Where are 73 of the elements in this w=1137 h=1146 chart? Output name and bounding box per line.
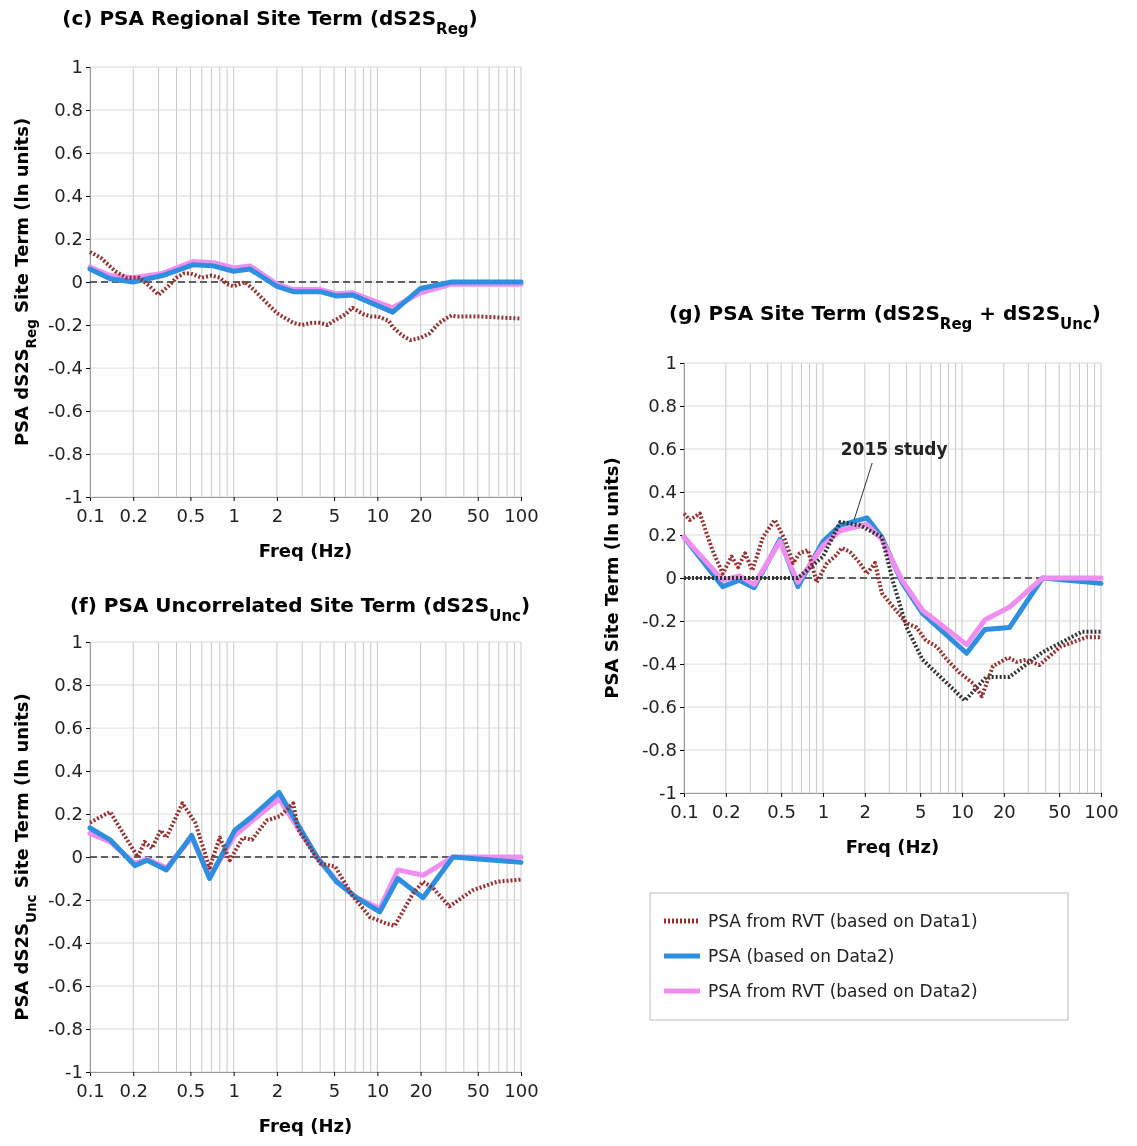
y-axis-title: PSA Site Term (ln units) <box>601 457 622 699</box>
x-tick-label: 0.1 <box>670 801 699 822</box>
y-tick-label: -0.8 <box>47 1018 83 1040</box>
chart-title: (c) PSA Regional Site Term (dS2S$_{Reg}$) <box>62 6 478 38</box>
x-tick-label: 2 <box>859 801 872 822</box>
y-tick-label: 0.6 <box>54 142 83 164</box>
y-tick-label: 0.4 <box>648 481 677 503</box>
x-tick-label: 5 <box>914 801 927 822</box>
y-tick-label: -1 <box>65 1061 83 1083</box>
y-tick-label: -0.8 <box>641 739 677 761</box>
y-tick-label: 1 <box>71 56 83 78</box>
y-tick-label: -0.2 <box>47 314 83 336</box>
x-tick-label: 0.1 <box>76 1080 105 1101</box>
y-tick-label: 0.8 <box>648 395 677 417</box>
legend-label: PSA (based on Data2) <box>708 946 895 966</box>
y-tick-label: 0.2 <box>648 524 677 546</box>
x-tick-label: 20 <box>992 801 1016 822</box>
x-tick-label: 10 <box>366 1080 390 1101</box>
y-tick-label: -0.6 <box>47 975 83 997</box>
x-tick-label: 1 <box>228 505 240 526</box>
x-tick-label: 100 <box>504 505 539 526</box>
y-tick-label: 0.6 <box>54 717 83 739</box>
x-tick-label: 50 <box>466 1080 490 1101</box>
y-tick-label: -0.4 <box>641 653 677 675</box>
x-tick-label: 0.1 <box>76 505 105 526</box>
y-tick-label: 0.4 <box>54 760 83 782</box>
x-tick-label: 10 <box>366 505 390 526</box>
x-tick-label: 5 <box>328 1080 341 1101</box>
text: 2015 study <box>840 439 948 459</box>
x-tick-label: 20 <box>409 505 433 526</box>
x-tick-label: 0.5 <box>176 505 206 526</box>
legend-label: PSA from RVT (based on Data2) <box>708 981 978 1001</box>
y-tick-label: -1 <box>65 486 83 508</box>
x-tick-label: 0.5 <box>176 1080 206 1101</box>
x-tick-label: 1 <box>228 1080 240 1101</box>
y-tick-label: 0.2 <box>54 228 83 250</box>
x-tick-label: 0.2 <box>119 505 149 526</box>
x-tick-label: 50 <box>1048 801 1072 822</box>
y-tick-label: -0.2 <box>641 610 677 632</box>
y-tick-label: -1 <box>659 782 677 804</box>
x-tick-label: 2 <box>271 1080 284 1101</box>
x-tick-label: 50 <box>466 505 490 526</box>
y-tick-label: 1 <box>71 631 83 653</box>
x-tick-label: 10 <box>951 801 974 822</box>
y-tick-label: -0.2 <box>47 889 83 911</box>
chart-title: (g) PSA Site Term (dS2S$_{Reg}$ + dS2S$_{Unc}$) <box>669 301 1101 333</box>
x-tick-label: 2 <box>271 505 284 526</box>
x-tick-label: 100 <box>1084 801 1119 822</box>
x-tick-label: 0.5 <box>767 801 796 822</box>
y-tick-label: -0.8 <box>47 443 83 465</box>
x-axis-title: Freq (Hz) <box>845 836 940 857</box>
x-tick-label: 0.2 <box>119 1080 149 1101</box>
y-tick-label: -0.6 <box>47 400 83 422</box>
y-tick-label: -0.4 <box>47 932 83 954</box>
x-axis-title: Freq (Hz) <box>258 1115 353 1136</box>
y-tick-label: -0.4 <box>47 357 83 379</box>
y-tick-label: 0.6 <box>648 438 677 460</box>
x-tick-label: 20 <box>409 1080 433 1101</box>
y-tick-label: 0 <box>71 846 83 868</box>
x-axis-title: Freq (Hz) <box>258 540 353 561</box>
y-tick-label: 0.4 <box>54 185 83 207</box>
y-tick-label: 0.8 <box>54 99 83 121</box>
y-tick-label: 1 <box>665 352 677 374</box>
x-tick-label: 5 <box>328 505 341 526</box>
chart-title: (f) PSA Uncorrelated Site Term (dS2S$_{Unc}$) <box>69 593 531 625</box>
y-tick-label: 0 <box>665 567 677 589</box>
legend-label: PSA from RVT (based on Data1) <box>708 911 978 931</box>
y-tick-label: 0 <box>71 271 83 293</box>
x-tick-label: 1 <box>817 801 830 822</box>
y-tick-label: 0.8 <box>54 674 83 696</box>
y-tick-label: -0.6 <box>641 696 677 718</box>
x-tick-label: 100 <box>504 1080 539 1101</box>
x-tick-label: 0.2 <box>712 801 741 822</box>
